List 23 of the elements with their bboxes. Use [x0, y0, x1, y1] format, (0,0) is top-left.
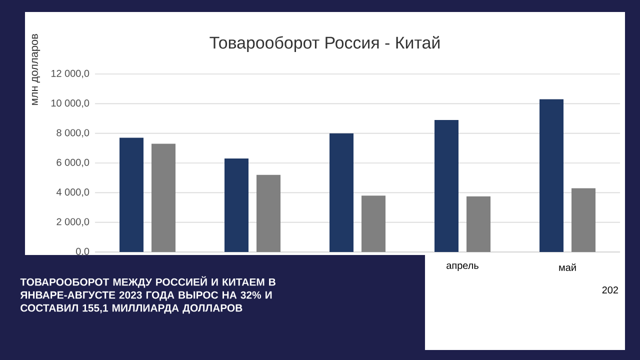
bar	[466, 196, 491, 252]
bar	[256, 174, 281, 252]
chart-title: Товарооборот Россия - Китай	[210, 36, 440, 52]
y-tick-label: 8 000,0	[56, 129, 90, 138]
bar	[152, 144, 176, 252]
y-tick-label: 0,0	[76, 248, 90, 256]
y-axis-title: млн долларов	[32, 34, 40, 105]
bar	[330, 133, 354, 252]
x-tick-label: апрель	[446, 264, 478, 271]
bar	[224, 158, 249, 252]
y-tick-label: 10 000,0	[51, 100, 90, 108]
y-tick-label: 12 000,0	[51, 70, 90, 78]
text: 202	[602, 286, 618, 294]
y-tick-label: 2 000,0	[56, 218, 90, 226]
text: ТОВАРООБОРОТ МЕЖДУ РОССИЕЙ И КИТАЕМ В ЯНВАРЕ-АВГУСТЕ 2023 ГОДА ВЫРОС НА 32% И СОСТАВИЛ 155,1 МИЛЛИАРДА ДОЛЛАРОВ	[20, 276, 276, 314]
bar	[434, 120, 459, 252]
bar	[362, 196, 386, 252]
bar	[540, 99, 564, 252]
bar	[572, 188, 596, 252]
x-tick-label: май	[559, 264, 576, 272]
y-tick-label: 4 000,0	[56, 188, 90, 197]
bar	[120, 138, 144, 252]
y-tick-label: 6 000,0	[56, 158, 90, 168]
